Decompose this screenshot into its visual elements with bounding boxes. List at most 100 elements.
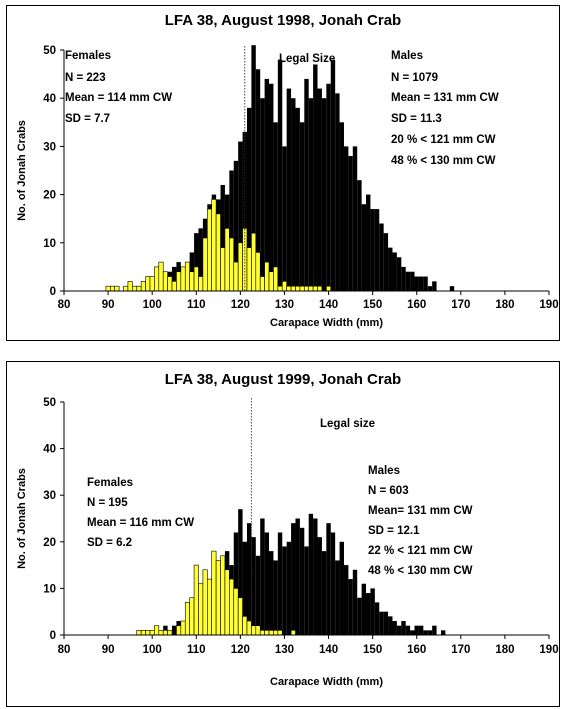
bar-females: [277, 630, 283, 636]
bar-females: [149, 276, 155, 292]
bar-females: [251, 232, 257, 292]
x-tick-label: 120: [231, 644, 250, 656]
x-tick-label: 170: [451, 299, 470, 311]
bar-males: [308, 513, 314, 635]
bar-males: [313, 64, 318, 292]
bar-males: [326, 523, 331, 635]
bar-females: [299, 285, 305, 292]
bar-males: [396, 625, 402, 635]
bar-females: [207, 578, 213, 636]
y-tick-label: 20: [43, 537, 56, 549]
chart-svg: LFA 38, August 1998, Jonah Crab 0 10 20 30 40…: [16, 12, 559, 329]
bar-females: [110, 285, 116, 292]
y-tick-label: 40: [43, 93, 56, 105]
bar-males: [405, 271, 411, 291]
bar-females: [233, 588, 239, 636]
bar-females: [290, 630, 296, 636]
bar-males: [432, 281, 437, 291]
bar-females: [149, 630, 155, 636]
bar-males: [251, 537, 256, 635]
bar-males: [233, 532, 239, 635]
bar-males: [260, 518, 265, 635]
bar-males: [273, 560, 278, 635]
bar-males: [242, 541, 247, 635]
bar-females: [268, 630, 274, 636]
bar-males: [260, 98, 265, 291]
bar-males: [229, 170, 234, 291]
males-note: Mean= 131 mm CW: [368, 505, 473, 517]
bar-males: [238, 509, 243, 635]
bar-males: [198, 228, 203, 291]
x-tick-label: 160: [407, 644, 426, 656]
bar-females: [246, 620, 252, 636]
bar-females: [211, 199, 217, 292]
x-tick-label: 150: [363, 644, 382, 656]
bar-males: [370, 209, 375, 291]
bar-females: [312, 285, 318, 292]
bar-females: [229, 578, 235, 636]
males-note: N = 1079: [391, 72, 438, 84]
bar-females: [171, 281, 177, 292]
females-note: Females: [87, 477, 133, 489]
bar-females: [145, 630, 151, 636]
bar-females: [246, 247, 252, 292]
x-tick-label: 110: [187, 644, 206, 656]
males-note: Males: [391, 50, 423, 62]
females-note: Mean = 116 mm CW: [87, 517, 194, 529]
bar-males: [251, 45, 256, 292]
y-tick-label: 50: [43, 45, 56, 57]
bar-females: [145, 276, 151, 292]
bar-males: [269, 83, 274, 292]
bar-males: [330, 532, 336, 635]
bar-females: [264, 261, 270, 292]
bar-males: [291, 523, 296, 635]
x-tick-label: 190: [539, 644, 558, 656]
bar-males: [172, 625, 177, 635]
bar-males: [321, 98, 327, 291]
bar-males: [418, 276, 424, 291]
bar-males: [348, 156, 353, 291]
bar-males: [269, 551, 274, 635]
bar-males: [335, 93, 340, 291]
bar-females: [317, 285, 323, 292]
bar-males: [366, 194, 371, 291]
bar-males: [286, 88, 292, 291]
bar-males: [414, 276, 419, 291]
bar-males: [246, 523, 252, 635]
y-tick-label: 10: [43, 238, 56, 250]
bar-females: [184, 261, 190, 292]
bar-females: [180, 266, 186, 292]
y-tick-label: 0: [50, 286, 56, 298]
bar-males: [317, 537, 322, 635]
bar-females: [251, 625, 257, 636]
bar-males: [233, 160, 239, 291]
females-note: SD = 6.2: [87, 537, 132, 549]
bar-females: [132, 285, 138, 292]
bar-females: [114, 285, 120, 292]
chart-title: LFA 38, August 1999, Jonah Crab: [165, 371, 401, 388]
bar-females: [189, 597, 195, 636]
males-note: Mean = 131 mm CW: [391, 92, 499, 104]
bar-males: [282, 146, 287, 291]
bar-males: [246, 107, 252, 291]
bar-males: [291, 98, 296, 291]
bar-males: [273, 122, 278, 291]
bar-females: [127, 281, 133, 292]
x-axis-label: Carapace Width (mm): [270, 676, 383, 688]
bar-females: [229, 237, 235, 292]
bar-females: [224, 569, 230, 636]
bar-males: [374, 602, 380, 635]
bar-males: [414, 625, 419, 635]
bar-females: [167, 276, 173, 292]
y-tick-label: 0: [50, 630, 56, 642]
bar-males: [317, 88, 322, 291]
males-note: 48 % < 130 mm CW: [391, 155, 496, 167]
males-note: 48 % < 130 mm CW: [368, 565, 473, 577]
bar-males: [432, 625, 437, 635]
males-note: Males: [368, 465, 400, 477]
bar-females: [140, 630, 146, 636]
bar-females: [237, 242, 243, 292]
bar-males: [418, 625, 424, 635]
x-tick-label: 80: [58, 299, 71, 311]
chart-title: LFA 38, August 1998, Jonah Crab: [165, 12, 401, 29]
